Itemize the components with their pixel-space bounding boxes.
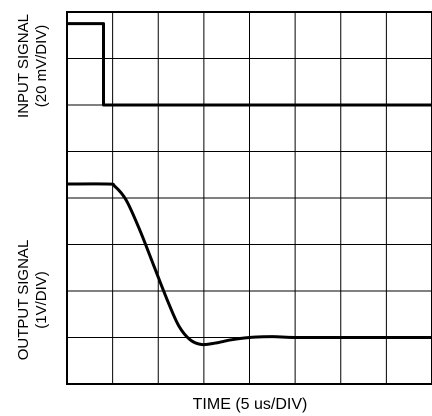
input-signal-trace — [67, 22, 432, 107]
output-signal-trace — [66, 182, 432, 347]
chart-traces — [66, 22, 432, 347]
input-axis-label-line2: (20 mV/DIV) — [33, 25, 50, 108]
input-axis-label-line1: INPUT SIGNAL — [15, 14, 32, 118]
output-axis-label: OUTPUT SIGNAL (1V/DIV) — [15, 240, 50, 361]
plot-frame — [66, 11, 432, 385]
output-axis-label-line2: (1V/DIV) — [33, 271, 50, 329]
input-axis-label: INPUT SIGNAL (20 mV/DIV) — [15, 14, 50, 118]
x-axis-label: TIME (5 us/DIV) — [193, 396, 308, 413]
output-axis-label-line1: OUTPUT SIGNAL — [15, 240, 32, 361]
chart-grid — [67, 12, 432, 384]
